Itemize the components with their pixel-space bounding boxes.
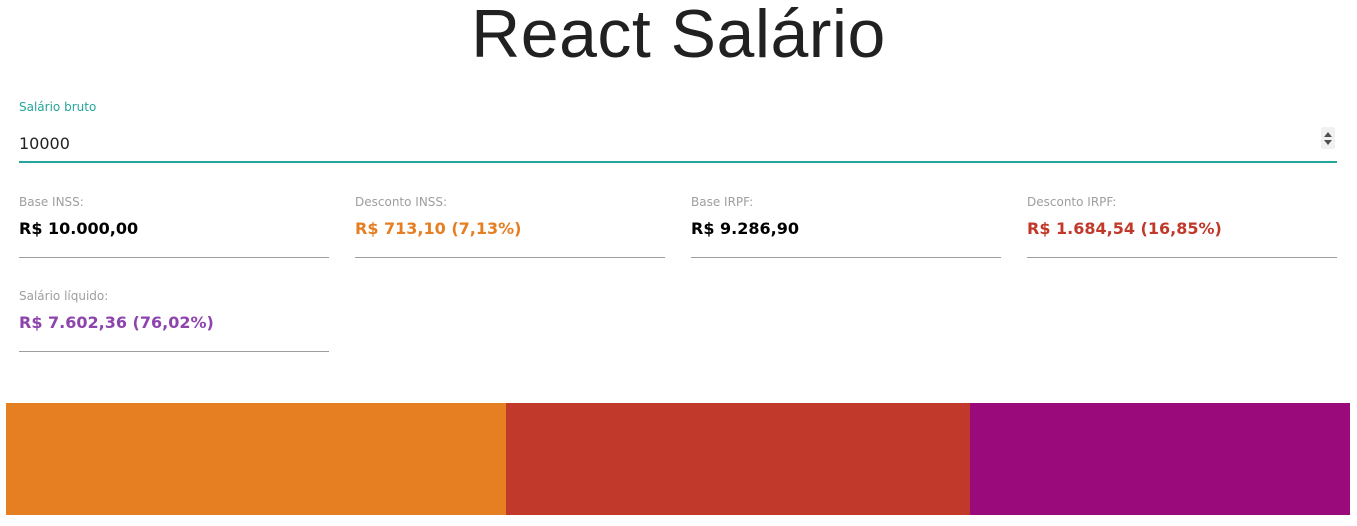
desconto-irpf-value: R$ 1.684,54 (16,85%) [1027, 219, 1222, 238]
base-irpf-value: R$ 9.286,90 [691, 219, 799, 238]
base-inss-value: R$ 10.000,00 [19, 219, 139, 238]
base-inss-field: Base INSS: R$ 10.000,00 [19, 194, 329, 258]
spin-up-icon[interactable] [1324, 131, 1332, 137]
salary-breakdown-bar [6, 403, 1350, 515]
salario-liquido-label: Salário líquido: [19, 289, 109, 303]
bar-segment-salario-liquido [969, 403, 1350, 515]
base-irpf-label: Base IRPF: [691, 195, 754, 209]
desconto-irpf-label: Desconto IRPF: [1027, 195, 1117, 209]
salario-bruto-input[interactable] [19, 125, 1337, 163]
desconto-inss-field: Desconto INSS: R$ 713,10 (7,13%) [355, 194, 665, 258]
salario-liquido-value: R$ 7.602,36 (76,02%) [19, 313, 214, 332]
salario-liquido-field: Salário líquido: R$ 7.602,36 (76,02%) [19, 288, 329, 352]
bar-segment-desconto-irpf [505, 403, 970, 515]
number-spinner[interactable] [1321, 127, 1335, 149]
spin-down-icon[interactable] [1324, 139, 1332, 145]
base-inss-label: Base INSS: [19, 195, 84, 209]
desconto-inss-label: Desconto INSS: [355, 195, 448, 209]
salario-bruto-block: Salário bruto [19, 99, 1337, 165]
base-irpf-field: Base IRPF: R$ 9.286,90 [691, 194, 1001, 258]
desconto-inss-value: R$ 713,10 (7,13%) [355, 219, 522, 238]
desconto-irpf-field: Desconto IRPF: R$ 1.684,54 (16,85%) [1027, 194, 1337, 258]
bar-segment-desconto-inss [6, 403, 506, 515]
page-title: React Salário [471, 0, 886, 72]
salario-bruto-label: Salário bruto [19, 100, 97, 114]
